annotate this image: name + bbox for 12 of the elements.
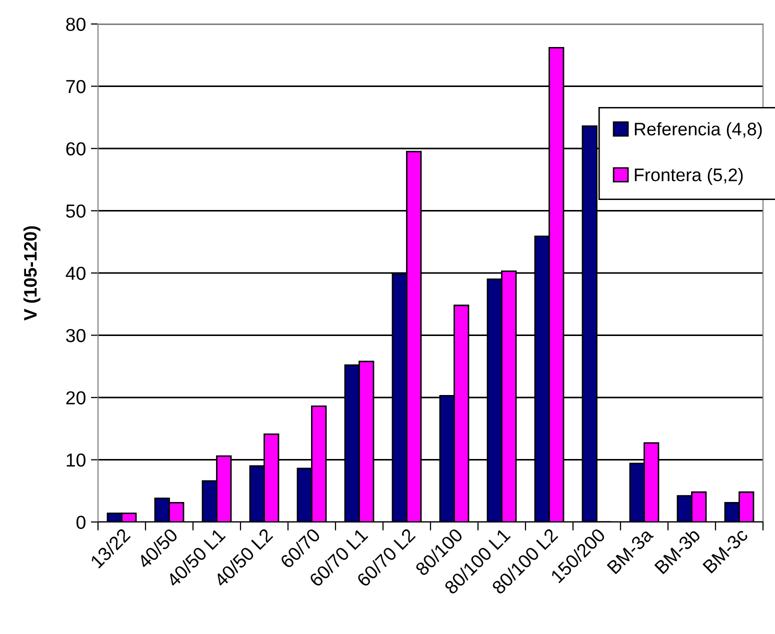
y-tick-label: 40 bbox=[66, 266, 86, 280]
y-tick-label: 30 bbox=[66, 328, 86, 342]
y-tick-label: 20 bbox=[66, 391, 86, 404]
y-tick-label: 0 bbox=[76, 516, 86, 529]
y-tick-label: 70 bbox=[66, 80, 86, 94]
y-axis-title: V (105-120) bbox=[24, 226, 40, 321]
y-tick-label: 60 bbox=[66, 142, 86, 156]
legend-label: Referencia (4,8) bbox=[634, 122, 762, 140]
legend-label: Frontera (5,2) bbox=[634, 168, 743, 185]
y-tick-label: 80 bbox=[66, 18, 86, 31]
y-tick-label: 50 bbox=[66, 204, 86, 218]
y-tick-label: 10 bbox=[66, 453, 86, 467]
